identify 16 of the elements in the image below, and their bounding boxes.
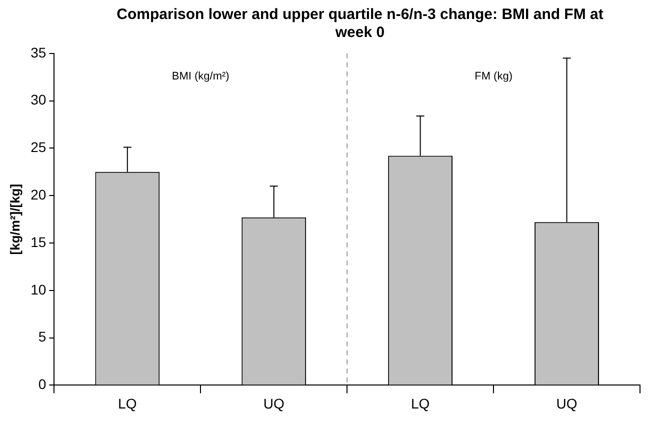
y-tick-label: 15 xyxy=(30,234,46,250)
x-tick-label: UQ xyxy=(556,395,578,412)
y-tick-label: 0 xyxy=(38,376,46,392)
y-tick-label: 25 xyxy=(30,139,46,156)
y-tick-label: 20 xyxy=(30,186,46,202)
y-tick-label: 30 xyxy=(30,92,46,108)
y-axis-title: [kg/m²]/[kg] xyxy=(7,184,22,255)
y-tick-label: 5 xyxy=(38,328,46,345)
annotation: FM (kg) xyxy=(474,70,512,82)
annotation: BMI (kg/m²) xyxy=(172,70,230,82)
y-tick-label: 10 xyxy=(30,281,46,298)
x-tick-label: LQ xyxy=(118,395,137,412)
x-tick-label: UQ xyxy=(263,395,284,412)
chart-title: Comparison lower and upper quartile n-6/n-3 change: BMI and FM at week 0 xyxy=(116,6,604,42)
y-tick-label: 35 xyxy=(30,44,46,60)
x-tick-label: LQ xyxy=(410,395,430,412)
